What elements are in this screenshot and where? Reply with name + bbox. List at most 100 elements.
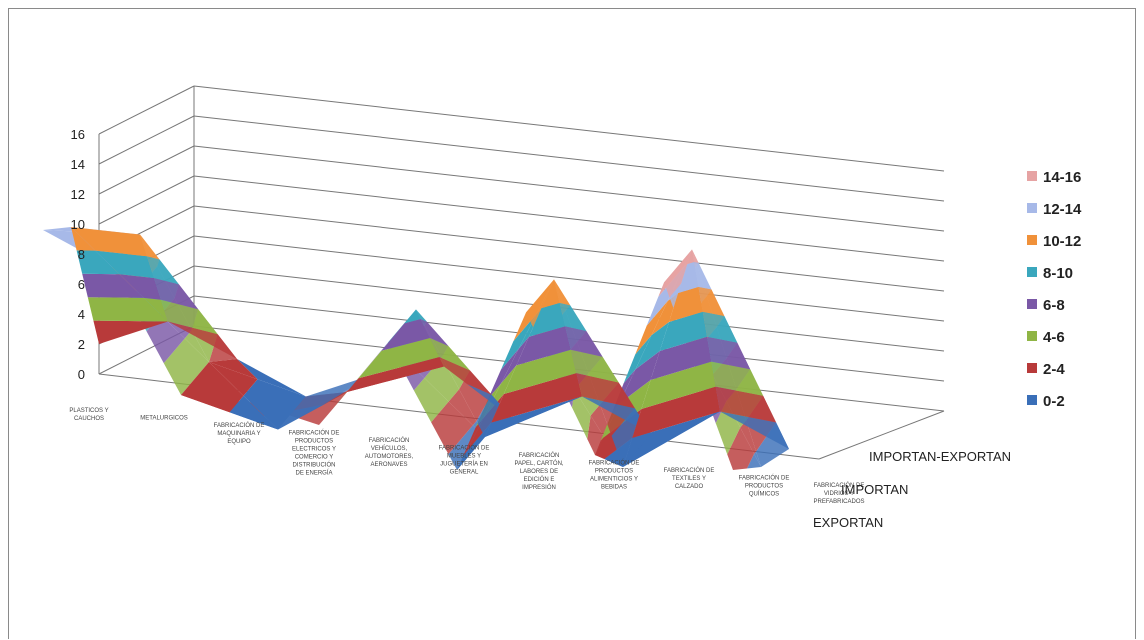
legend-swatch	[1027, 171, 1037, 181]
category-label-line: FABRICACIÓN DE	[739, 475, 790, 482]
surface-band	[413, 377, 449, 423]
category-label-line: DE ENERGÍA	[295, 470, 332, 477]
category-label-line: FABRICACIÓN DE	[664, 467, 715, 474]
surface-band	[463, 418, 484, 456]
surface-band	[715, 386, 777, 423]
surface-band	[71, 227, 147, 257]
gridline	[193, 115, 945, 202]
category-label-line: LABORES DE	[520, 469, 558, 475]
gridline	[193, 85, 945, 172]
surface-band	[565, 326, 603, 357]
surface-band	[76, 250, 120, 275]
series-label: IMPORTAN	[841, 482, 908, 497]
surface-band	[82, 273, 144, 298]
surface-band	[669, 286, 703, 322]
category-label: FABRICACIÓN DE PRODUCTOS ELECTRICOS Y COMER…	[289, 430, 340, 477]
surface-band	[635, 300, 668, 355]
legend-swatch	[1027, 395, 1037, 405]
surface-band	[71, 227, 96, 251]
legend-label: 8-10	[1043, 265, 1073, 282]
category-label-line: QUÍMICOS	[749, 491, 779, 498]
gridline-side	[98, 145, 195, 195]
surface-band	[93, 320, 168, 344]
category-label: FABRICACIÓN DE PRODUCTOS ALIMENTICIOS Y BEB…	[589, 460, 640, 491]
series-axis: EXPORTAN IMPORTAN IMPORTAN-EXPORTAN	[813, 449, 1011, 530]
gridline-side	[98, 85, 195, 135]
surface-band	[576, 373, 635, 409]
surface-band	[161, 299, 218, 335]
surface-band	[570, 349, 619, 383]
floor-right-edge	[818, 410, 945, 460]
surface-band	[430, 338, 470, 371]
category-label-line: IMPRESIÓN	[522, 484, 556, 491]
category-label-line: FABRICACIÓN	[519, 452, 560, 459]
category-label-line: PLASTICOS Y	[69, 408, 108, 414]
legend-swatch	[1027, 299, 1037, 309]
surface-band	[431, 401, 473, 455]
surface-band	[650, 336, 712, 380]
surface-band	[420, 319, 449, 346]
surface-band	[358, 338, 440, 379]
surface-chart: 0 2 4 6 8 10 12 14 16 PLASTICOS Y CAUCHOS METALURG…	[43, 85, 1082, 530]
surface-band	[381, 319, 430, 351]
surface-band	[698, 286, 725, 316]
surface-band	[485, 396, 582, 437]
legend-swatch	[1027, 331, 1037, 341]
surface-band	[229, 395, 278, 430]
category-label-line: MAQUINARIA Y	[217, 431, 260, 437]
gridline-side	[98, 175, 195, 225]
surface-band	[147, 256, 179, 285]
category-label-line: FABRICACIÓN DE	[289, 430, 340, 437]
surface-band	[554, 279, 571, 306]
y-tick-label: 10	[71, 217, 85, 232]
surface-band	[181, 362, 244, 413]
category-label-line: EDICIÓN E	[524, 476, 555, 483]
surface-band	[87, 297, 168, 322]
surface-band	[619, 351, 660, 404]
category-label-line: PRODUCTOS	[295, 439, 333, 445]
surface-band	[448, 389, 477, 426]
surface-band	[168, 321, 237, 359]
category-label: FABRICACIÓN DE MAQUINARIA Y EQUIPO	[214, 422, 265, 445]
chart-frame: 0 2 4 6 8 10 12 14 16 PLASTICOS Y CAUCHOS METALURG…	[8, 8, 1136, 639]
legend-swatch	[1027, 203, 1037, 213]
category-label: FABRICACIÓN DE VIDRIOS Y PREFABRICADOS	[813, 482, 864, 505]
surface-band	[747, 453, 761, 469]
legend-label: 4-6	[1043, 329, 1065, 346]
surface-band	[457, 422, 492, 470]
surface-band	[659, 311, 708, 351]
category-label-line: PREFABRICADOS	[813, 499, 864, 505]
surface-band	[740, 420, 757, 454]
surface-band	[651, 293, 679, 336]
category-label-line: PAPEL, CARTÓN,	[514, 460, 563, 467]
surface-band	[715, 401, 741, 455]
surface-band	[635, 322, 669, 370]
category-label: FABRICACIÓN DE PRODUCTOS QUÍMICOS	[739, 475, 790, 498]
surface-band	[516, 326, 571, 366]
surface-band	[319, 405, 336, 425]
category-label-line: FABRICACIÓN DE	[589, 460, 640, 467]
category-label: FABRICACIÓN PAPEL, CARTÓN, LABORES DE EDICI…	[514, 452, 563, 491]
surface-band	[623, 411, 720, 467]
category-label: FABRICACIÓN DE MUEBLES Y JUGUETERÍA EN GENE…	[439, 445, 490, 476]
legend-swatch	[1027, 363, 1037, 373]
category-label-line: VEHÍCULOS,	[371, 445, 408, 452]
surface-band	[119, 274, 161, 300]
category-label-line: FABRICACIÓN	[369, 437, 410, 444]
surface-band	[720, 411, 789, 449]
legend-swatch	[1027, 267, 1037, 277]
y-tick-label: 12	[71, 187, 85, 202]
surface-band	[146, 314, 185, 364]
surface-band	[582, 396, 651, 434]
surface-band	[163, 338, 209, 395]
legend-label: 12-14	[1043, 201, 1082, 218]
category-label-line: CAUCHOS	[74, 416, 104, 422]
legend-label: 6-8	[1043, 297, 1065, 314]
surface-band	[404, 309, 421, 324]
category-label-line: COMERCIO Y	[295, 455, 334, 461]
category-label: METALURGICOS	[140, 416, 188, 422]
surface-band	[727, 427, 755, 470]
surface-band	[595, 437, 604, 455]
legend-label: 14-16	[1043, 169, 1081, 186]
gridline-side	[98, 115, 195, 165]
